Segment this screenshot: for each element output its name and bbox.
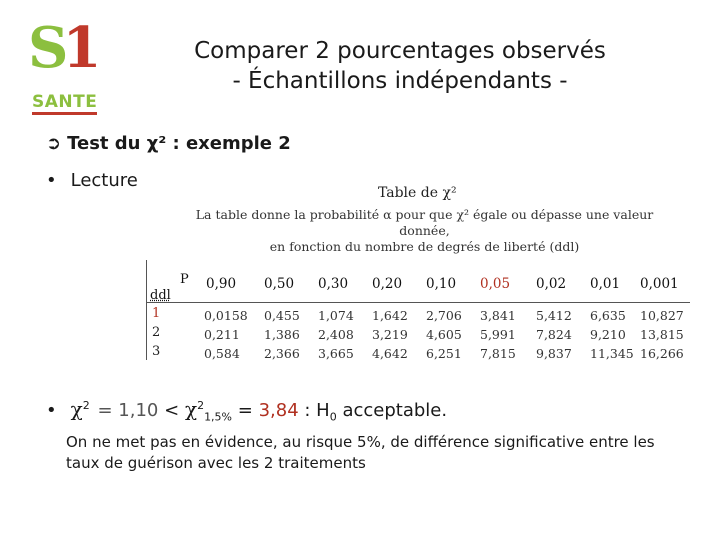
table-cell: 5,991 bbox=[480, 327, 516, 342]
conclusion-text: On ne met pas en évidence, au risque 5%,… bbox=[66, 433, 655, 472]
table-cell: 1,642 bbox=[372, 308, 408, 323]
bullet-dot-icon: • bbox=[46, 170, 57, 191]
header-cell: 0,001 bbox=[640, 276, 679, 292]
table-cell: 10,827 bbox=[640, 308, 684, 323]
table-cell: 6,635 bbox=[590, 308, 626, 323]
header-cell-highlight: 0,05 bbox=[480, 276, 511, 292]
bullet-test-chi2: ➲ Test du χ² : exemple 2 bbox=[46, 133, 291, 154]
chi-exponent: 2 bbox=[82, 399, 90, 412]
table-cell: 3,841 bbox=[480, 308, 516, 323]
hypothesis-prefix: : H bbox=[304, 400, 330, 421]
row-ddl-1: 1 bbox=[152, 306, 161, 321]
chi2-table: P ddl 0,90 0,50 0,30 0,20 0,10 0,05 0,02… bbox=[146, 260, 690, 361]
hypothesis-result: acceptable bbox=[342, 400, 442, 421]
table-cell: 16,266 bbox=[640, 346, 684, 361]
critical-value: 3,84 bbox=[258, 400, 299, 421]
chi-critical-symbol: χ bbox=[184, 397, 198, 421]
table-cell: 7,815 bbox=[480, 346, 516, 361]
table-cell: 9,837 bbox=[536, 346, 572, 361]
table-cell: 7,824 bbox=[536, 327, 572, 342]
circled-arrow-icon: ➲ bbox=[46, 133, 62, 154]
p-label: P bbox=[180, 272, 189, 287]
table-cell: 1,386 bbox=[264, 327, 300, 342]
bullet-dot-icon: • bbox=[46, 400, 57, 421]
table-cell: 3,219 bbox=[372, 327, 408, 342]
chi2-value: = 1,10 bbox=[97, 400, 159, 421]
table-cell: 4,605 bbox=[426, 327, 462, 342]
logo-mark: S1 bbox=[28, 15, 101, 81]
table-cell: 6,251 bbox=[426, 346, 462, 361]
chi-critical-exponent: 2 bbox=[197, 399, 205, 412]
slide-title: Comparer 2 pourcentages observés - Échan… bbox=[140, 36, 660, 96]
hypothesis-subscript: 0 bbox=[329, 410, 337, 424]
table-cell: 1,074 bbox=[318, 308, 354, 323]
table-cell: 0,455 bbox=[264, 308, 300, 323]
header-cell: 0,10 bbox=[426, 276, 457, 292]
table-cell: 0,584 bbox=[204, 346, 240, 361]
table-cell: 0,211 bbox=[204, 327, 240, 342]
table-cell: 11,345 bbox=[590, 346, 634, 361]
table-description: La table donne la probabilité α pour que… bbox=[195, 207, 654, 254]
table-cell: 0,0158 bbox=[204, 308, 248, 323]
ddl-label: ddl bbox=[150, 288, 171, 303]
logo-word: SANTE bbox=[32, 92, 98, 115]
header-cell: 0,90 bbox=[206, 276, 237, 292]
table-header-rule bbox=[146, 302, 690, 303]
table-cell: 2,366 bbox=[264, 346, 300, 361]
table-cell: 2,706 bbox=[426, 308, 462, 323]
bullet-lecture: • Lecture bbox=[46, 170, 138, 191]
table-cell: 13,815 bbox=[640, 327, 684, 342]
chi2-formula: • χ2 = 1,10 < χ21,5% = 3,84 : H0 acceptab… bbox=[46, 397, 448, 424]
table-cell: 2,408 bbox=[318, 327, 354, 342]
header-cell: 0,50 bbox=[264, 276, 295, 292]
title-line-1: Comparer 2 pourcentages observés bbox=[194, 38, 606, 64]
table-vertical-rule bbox=[146, 260, 147, 360]
header-cell: 0,02 bbox=[536, 276, 567, 292]
logo: S1 SANTE bbox=[22, 15, 102, 115]
header-cell: 0,20 bbox=[372, 276, 403, 292]
chi-critical-subscript: 1,5% bbox=[204, 410, 233, 424]
chi-symbol: χ bbox=[70, 397, 83, 421]
row-ddl-2: 2 bbox=[152, 325, 161, 340]
table-title: Table de χ² bbox=[378, 185, 457, 201]
header-cell: 0,30 bbox=[318, 276, 349, 292]
table-cell: 5,412 bbox=[536, 308, 572, 323]
table-cell: 9,210 bbox=[590, 327, 626, 342]
less-than-sign: < bbox=[164, 400, 180, 421]
table-cell: 3,665 bbox=[318, 346, 354, 361]
title-line-2: - Échantillons indépendants - bbox=[232, 68, 568, 94]
row-ddl-3: 3 bbox=[152, 344, 161, 359]
equals-sign: = bbox=[237, 400, 253, 421]
table-cell: 4,642 bbox=[372, 346, 408, 361]
header-cell: 0,01 bbox=[590, 276, 621, 292]
